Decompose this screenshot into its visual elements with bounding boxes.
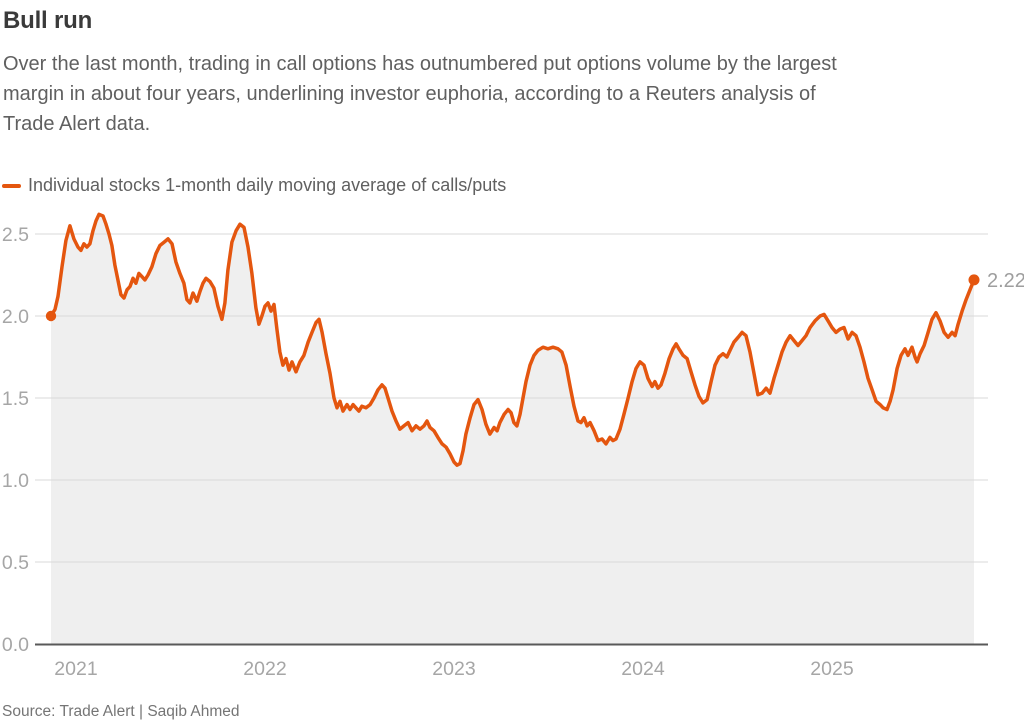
end-value-label: 2.22 [987,270,1024,292]
gridlines [35,233,988,563]
series-start-dot [45,310,57,322]
subtitle-line: Over the last month, trading in call opt… [3,53,837,75]
x-tick-label: 2022 [243,658,286,680]
chart-legend: Individual stocks 1-month daily moving a… [2,175,506,196]
series-end-dot [968,274,980,286]
y-tick-label: 2.5 [2,224,29,246]
area-fill [51,214,974,645]
y-tick-label: 1.0 [2,470,29,492]
legend-line-swatch [2,183,21,188]
subtitle-line: margin in about four years, underlining … [3,83,816,105]
x-axis-labels: 2021 2022 2023 2024 2025 [54,658,854,680]
y-tick-label: 1.5 [2,388,29,410]
subtitle-line: Trade Alert data. [3,113,151,135]
y-tick-label: 0.0 [2,634,29,656]
y-axis-labels: 0.0 0.5 1.0 1.5 2.0 2.5 [2,224,29,656]
x-tick-label: 2024 [621,658,665,680]
series-line [49,212,976,467]
chart-subtitle: Over the last month, trading in call opt… [3,49,837,139]
x-tick-label: 2023 [432,658,475,680]
y-tick-label: 2.0 [2,306,29,328]
page-title: Bull run [3,7,93,34]
legend-label: Individual stocks 1-month daily moving a… [28,175,507,195]
source-credit: Source: Trade Alert | Saqib Ahmed [2,703,240,720]
x-tick-label: 2021 [54,658,97,680]
x-tick-label: 2025 [810,658,854,680]
y-tick-label: 0.5 [2,552,29,574]
